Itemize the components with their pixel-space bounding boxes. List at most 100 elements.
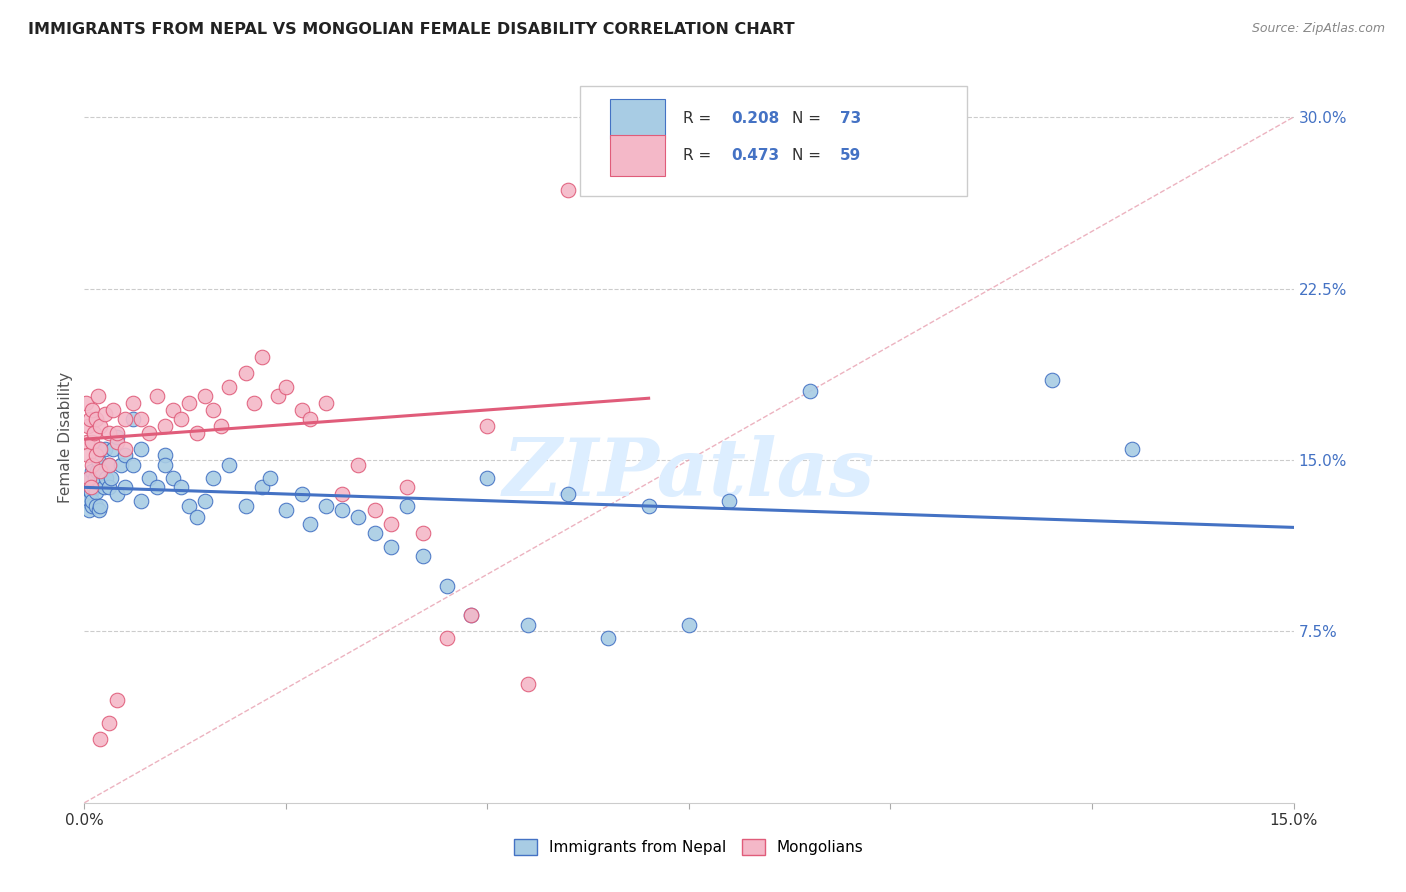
Text: ZIPatlas: ZIPatlas	[503, 435, 875, 512]
Point	[153, 418, 176, 433]
Y-axis label: Female Disability: Female Disability	[58, 371, 73, 503]
Text: Source: ZipAtlas.com: Source: ZipAtlas.com	[1251, 22, 1385, 36]
Point	[121, 458, 143, 472]
Point	[114, 449, 136, 463]
Point	[105, 434, 128, 449]
Point	[315, 396, 337, 410]
Point	[97, 458, 120, 472]
Point	[76, 434, 98, 449]
Point	[153, 449, 176, 463]
Point	[76, 449, 98, 463]
Point	[93, 407, 115, 421]
Point	[718, 494, 741, 508]
Point	[557, 183, 579, 197]
Point	[83, 425, 105, 440]
Point	[93, 442, 115, 456]
Point	[80, 480, 103, 494]
Point	[86, 464, 108, 478]
Point	[412, 549, 434, 563]
Point	[259, 471, 281, 485]
Point	[170, 412, 193, 426]
Point	[299, 412, 322, 426]
Text: N =: N =	[792, 112, 825, 127]
Point	[80, 485, 103, 500]
Point	[330, 487, 353, 501]
Point	[678, 617, 700, 632]
Point	[146, 389, 169, 403]
Point	[179, 499, 201, 513]
Point	[186, 425, 208, 440]
Point	[77, 418, 100, 433]
Point	[637, 499, 659, 513]
Point	[79, 471, 101, 485]
Point	[395, 480, 418, 494]
Point	[291, 487, 314, 501]
FancyBboxPatch shape	[581, 86, 967, 195]
Point	[89, 442, 111, 456]
Point	[242, 396, 264, 410]
Point	[477, 471, 499, 485]
Point	[412, 526, 434, 541]
Point	[97, 715, 120, 730]
Point	[194, 494, 217, 508]
Point	[202, 471, 225, 485]
Point	[105, 487, 128, 501]
Point	[218, 458, 240, 472]
Text: R =: R =	[683, 112, 716, 127]
Point	[186, 510, 208, 524]
Point	[138, 425, 160, 440]
Point	[82, 458, 104, 472]
Point	[86, 499, 108, 513]
Point	[146, 480, 169, 494]
Point	[436, 632, 458, 646]
Point	[477, 418, 499, 433]
Text: 0.208: 0.208	[731, 112, 779, 127]
Point	[363, 526, 385, 541]
Point	[77, 475, 100, 490]
Point	[89, 475, 111, 490]
Point	[299, 516, 322, 531]
FancyBboxPatch shape	[610, 99, 665, 139]
Point	[235, 499, 257, 513]
Point	[84, 412, 107, 426]
Point	[162, 471, 184, 485]
Point	[218, 380, 240, 394]
Point	[799, 384, 821, 399]
Point	[87, 389, 110, 403]
Point	[97, 458, 120, 472]
Point	[347, 510, 370, 524]
Point	[84, 485, 107, 500]
Text: 0.473: 0.473	[731, 148, 779, 163]
Point	[460, 608, 482, 623]
Point	[436, 579, 458, 593]
Text: R =: R =	[683, 148, 716, 163]
Point	[380, 540, 402, 554]
Text: 59: 59	[841, 148, 862, 163]
Point	[380, 516, 402, 531]
Point	[250, 350, 273, 364]
Point	[97, 425, 120, 440]
Point	[1121, 442, 1143, 456]
Point	[598, 174, 620, 188]
Point	[274, 503, 297, 517]
Point	[330, 503, 353, 517]
Point	[105, 430, 128, 444]
Point	[637, 121, 659, 136]
Point	[138, 471, 160, 485]
Point	[80, 499, 103, 513]
Point	[363, 503, 385, 517]
Point	[129, 412, 152, 426]
Point	[89, 442, 111, 456]
Point	[395, 499, 418, 513]
Legend: Immigrants from Nepal, Mongolians: Immigrants from Nepal, Mongolians	[508, 833, 870, 861]
Point	[598, 632, 620, 646]
Point	[153, 458, 176, 472]
Point	[235, 366, 257, 380]
Point	[121, 412, 143, 426]
Point	[274, 380, 297, 394]
Point	[114, 412, 136, 426]
Point	[79, 412, 101, 426]
Point	[1040, 373, 1063, 387]
Point	[82, 402, 104, 417]
Point	[557, 487, 579, 501]
